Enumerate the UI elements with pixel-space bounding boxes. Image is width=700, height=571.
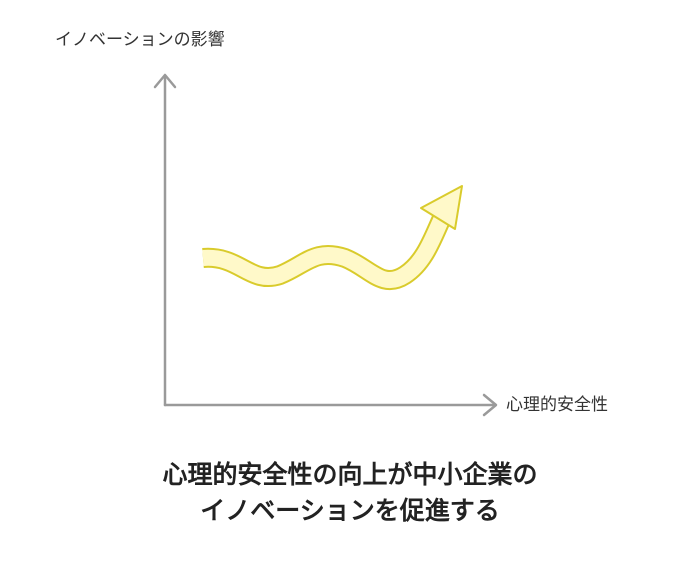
axes bbox=[153, 73, 498, 417]
x-axis-label: 心理的安全性 bbox=[506, 395, 608, 415]
y-axis-arrowhead bbox=[153, 73, 177, 89]
growth-arrow bbox=[202, 185, 463, 291]
arrow-head bbox=[420, 185, 463, 230]
title-line: 心理的安全性の向上が中小企業の bbox=[162, 460, 537, 489]
title-line: イノベーションを促進する bbox=[200, 496, 500, 525]
arrow-body bbox=[202, 214, 450, 289]
x-axis-arrowhead bbox=[482, 393, 498, 417]
y-axis-label: イノベーションの影響 bbox=[55, 30, 225, 50]
